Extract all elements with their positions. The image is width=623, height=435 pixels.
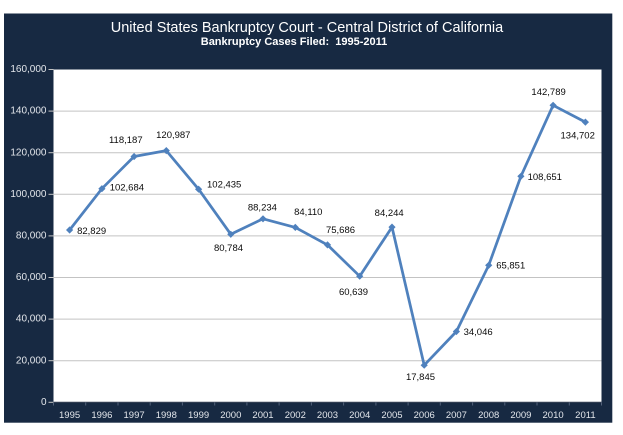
svg-text:60,639: 60,639	[339, 287, 368, 298]
svg-text:140,000: 140,000	[10, 106, 47, 117]
svg-text:2006: 2006	[414, 410, 435, 421]
svg-text:102,684: 102,684	[110, 183, 144, 194]
svg-text:2009: 2009	[510, 410, 531, 421]
svg-text:88,234: 88,234	[248, 203, 277, 214]
svg-text:120,987: 120,987	[156, 130, 190, 141]
svg-text:2000: 2000	[220, 410, 241, 421]
svg-text:60,000: 60,000	[16, 272, 47, 283]
svg-text:2008: 2008	[478, 410, 499, 421]
svg-text:2001: 2001	[252, 410, 273, 421]
svg-text:80,000: 80,000	[16, 231, 47, 242]
svg-text:1998: 1998	[156, 410, 177, 421]
svg-text:17,845: 17,845	[406, 372, 435, 383]
svg-text:2011: 2011	[575, 410, 595, 421]
svg-text:1999: 1999	[188, 410, 209, 421]
svg-text:United States Bankruptcy Court: United States Bankruptcy Court - Central…	[111, 20, 504, 36]
svg-text:75,686: 75,686	[326, 225, 355, 236]
svg-text:2002: 2002	[285, 410, 306, 421]
svg-text:20,000: 20,000	[16, 355, 47, 366]
svg-text:120,000: 120,000	[10, 147, 47, 158]
svg-text:118,187: 118,187	[109, 135, 143, 146]
svg-text:102,435: 102,435	[207, 180, 241, 191]
svg-text:108,651: 108,651	[528, 172, 562, 183]
svg-text:40,000: 40,000	[16, 314, 47, 325]
svg-text:2003: 2003	[317, 410, 338, 421]
svg-text:2010: 2010	[543, 410, 564, 421]
svg-text:2004: 2004	[349, 410, 370, 421]
svg-text:100,000: 100,000	[10, 189, 47, 200]
svg-text:65,851: 65,851	[496, 261, 525, 272]
svg-text:2007: 2007	[446, 410, 467, 421]
svg-text:1996: 1996	[91, 410, 112, 421]
svg-text:160,000: 160,000	[10, 64, 47, 75]
svg-text:84,244: 84,244	[375, 208, 404, 219]
svg-text:2005: 2005	[381, 410, 402, 421]
svg-text:84,110: 84,110	[294, 207, 322, 218]
svg-text:34,046: 34,046	[464, 327, 493, 338]
svg-text:1997: 1997	[124, 410, 145, 421]
svg-text:142,789: 142,789	[531, 87, 565, 98]
svg-text:80,784: 80,784	[214, 243, 243, 254]
svg-text:Bankruptcy Cases Filed: 1995-: Bankruptcy Cases Filed: 1995-2011	[201, 36, 387, 48]
svg-text:0: 0	[41, 397, 47, 408]
svg-text:1995: 1995	[59, 410, 80, 421]
svg-text:134,702: 134,702	[561, 131, 595, 142]
svg-text:82,829: 82,829	[77, 226, 106, 237]
